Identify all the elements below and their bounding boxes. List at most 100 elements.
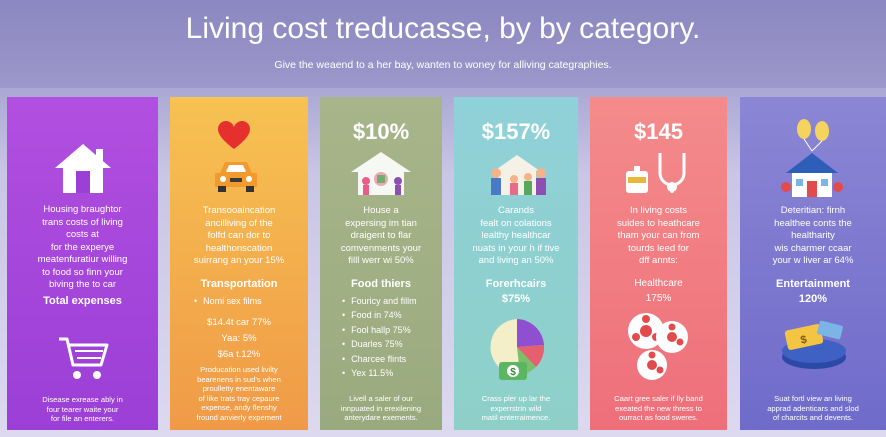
category-cards: Housing braughtor trans costs of living … [0,97,886,437]
healthcare-footnote: Caart gree saler if lly band exeated the… [590,394,727,423]
description-line: Housing braughtor [43,204,122,215]
description-line: folfd can dor to [207,230,271,241]
footnote-line: exeated the new thress to [615,403,702,413]
food-heading: Food thiers [351,278,411,290]
card-healthcare: $145 In living costs suides to heathcare… [590,97,727,430]
entertainment-description: Deteritian: firnh healthee conts the hea… [740,205,886,268]
entertainment-footnote: Suat fortl view an living apprad adentic… [740,394,886,423]
food-description: House a expersing im tian draigent to fl… [320,205,442,268]
description-line: Carands [498,205,534,216]
healthcare-value: $145 [634,119,683,144]
footnote-line: Crass pler up lar the [481,394,551,403]
shopping-cart-icon [59,337,109,379]
footnote-line: Livell a saler of our [349,394,413,403]
healthcare-description: In living costs suides to heathcare tham… [590,205,727,268]
forerhcairs-value: $157% [481,119,551,144]
list-item: Charcee flints [342,352,417,366]
footnote-line: four tearer waite your [46,404,119,414]
heart-icon [218,121,250,149]
description-line: Deteritian: firnh [780,205,846,216]
description-line: healthee conts the [774,217,852,229]
description-line: trans costs of living [42,216,123,228]
film-reel-icon [628,313,688,380]
description-line: dff annts: [639,255,678,266]
footnote-line: experrstrin wild [490,403,542,413]
forerhcairs-subvalue: $75% [501,293,531,305]
description-line: In living costs [629,205,688,216]
housing-footnote: Disease exrease ably in four tearer wait… [7,395,158,424]
description-line: and living an 50% [478,255,554,266]
money-icon: $ [499,362,527,380]
description-line: comvenments your [340,242,422,254]
description-line: lealthy healthcar [481,230,551,241]
car-icon [215,162,257,192]
description-line: costs at [66,229,99,240]
description-line: biving the to car [48,279,117,290]
list-item: Fouricy and fillm [342,294,417,308]
value-line: Yaa: 5% [221,333,257,344]
footnote-line: matil enterraimence. [481,413,551,422]
card-forerhcairs: $157% Carands fealt on colations lealthy… [454,97,578,430]
entertainment-subvalue: 120% [798,293,828,305]
description-line: suides to heathcare [617,217,700,229]
transportation-heading: Transportation [200,278,278,290]
transportation-footnote: Producation used livilty bearenens in su… [170,365,308,422]
description-line: expersing im tian [345,217,417,229]
value-line: $6a t.12% [217,349,261,360]
list-item: Food in 74% [342,308,417,322]
footnote-line: of charcits and devents. [772,413,854,422]
description-line: tham your can from [617,230,700,241]
stethoscope-icon [626,153,686,193]
footnote-line: ourract as food sweres. [619,413,698,422]
forerhcairs-heading: Forerhcairs [485,278,547,290]
transportation-list: Nomi sex films [194,294,262,308]
transportation-values: $14.4t car 77% Yaa: 5% $6a t.12% [170,315,308,363]
footnote-line: Producation used livilty [200,365,278,374]
footnote-line: innpuated in erexilening [340,403,422,413]
footnote-line: proulletty enentaware [202,384,276,393]
description-line: nuats in your h if tive [472,242,560,254]
description-line: filll werr wi 50% [348,255,414,266]
footnote-line: Caart gree saler if lly band [614,394,703,403]
entertainment-heading: Entertainment [776,278,850,290]
description-line: tourds leed for [628,242,689,254]
footnote-line: Suat fortl view an living [774,394,852,403]
description-line: healtharity [791,230,835,241]
footnote-line: anterydare exements. [344,413,418,422]
card-food: $10% House a expersing im tian draigent … [320,97,442,430]
footnote-line: for file an enterers. [50,414,115,423]
description-line: meatenfuratiur willing [37,254,128,265]
svg-text:$: $ [510,367,516,378]
card-entertainment: Deteritian: firnh healthee conts the hea… [740,97,886,430]
food-footnote: Livell a saler of our innpuated in erexi… [320,394,442,423]
footnote-line: Disease exrease ably in [42,395,123,404]
card-transportation: Transooaincation ancilliving of the folf… [170,97,308,430]
description-line: for the experye [50,241,115,253]
house-icon [55,144,111,193]
footnote-line: expense, andy flenshy [201,403,277,412]
housing-heading: Total expenses [43,295,122,307]
balloons-icon [797,119,829,152]
housing-description: Housing braughtor trans costs of living … [7,204,158,292]
house-icon [781,153,843,197]
healthcare-subvalue: 175% [645,293,672,304]
footnote-line: fround anvierly expement [196,412,282,422]
description-line: ancilliving of the [205,217,273,229]
page-subtitle: Give the weaend to a her bay, wanten to … [274,59,612,71]
food-value: $10% [352,119,410,144]
food-list: Fouricy and fillm Food in 74% Fool hallp… [342,294,417,380]
footnote-line: bearenens in sud's when [197,374,281,384]
family-house-icon [351,152,411,195]
description-line: your w liver ar 64% [772,255,854,266]
value-line: $14.4t car 77% [207,317,271,328]
description-line: healthonscation [205,242,273,254]
description-line: draigent to flar [350,230,412,241]
description-line: fealt on colations [480,217,552,229]
description-line: Transooaincation [202,205,276,216]
description-line: to food so finn your [42,266,123,278]
list-item: Yex 11.5% [342,366,417,380]
description-line: House a [363,205,399,216]
footnote-line: of like trats tray cepaure [198,393,280,403]
list-item: Duarles 75% [342,337,417,351]
list-item: Nomi sex films [194,294,262,308]
